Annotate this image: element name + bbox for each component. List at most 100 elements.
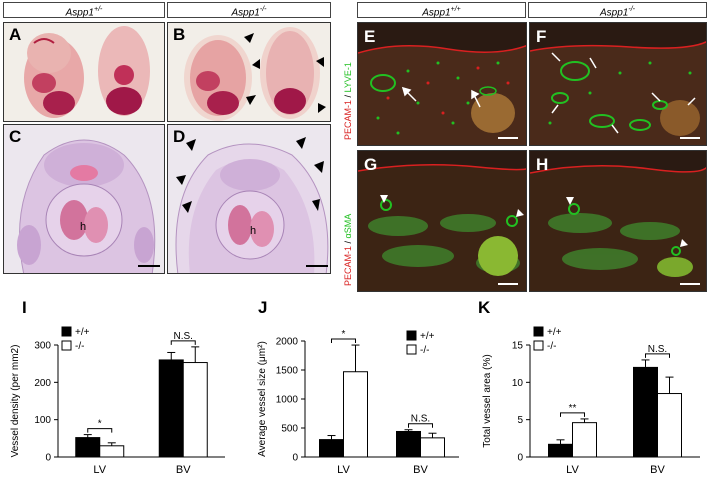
significance-label: **: [569, 403, 577, 414]
asma-wt-illustration: [358, 164, 526, 291]
panel-label-i: I: [22, 298, 27, 317]
header-genotype: -/-: [259, 6, 267, 13]
y-axis-label: Average vessel size (μm²): [257, 341, 268, 457]
header-aspp1-het: Aspp1+/-: [3, 2, 165, 18]
panel-label-k: K: [478, 298, 491, 317]
panel-e-fluorescence: E: [357, 22, 527, 146]
header-gene: Aspp1: [422, 7, 451, 19]
significance-bracket: [645, 353, 670, 358]
panel-label-e: E: [364, 27, 376, 46]
significance-label: N.S.: [648, 344, 667, 355]
panel-b-embryo-photo: B: [167, 22, 331, 122]
lyve1-wt-illustration: [358, 44, 526, 145]
legend-label: -/-: [547, 341, 556, 352]
panel-label-g: G: [364, 155, 378, 174]
stain-red: PECAM-1: [343, 245, 353, 286]
header-genotype: +/-: [93, 6, 103, 13]
chart-vessel-area: 0 5 10 15 Total vessel area (%) LV BV ** N.S. +/+…: [482, 326, 700, 476]
y-tick-label: 500: [281, 424, 298, 435]
legend-swatch: [406, 330, 417, 341]
y-axis-label: Total vessel area (%): [482, 354, 493, 447]
asma-ko-illustration: [530, 165, 706, 291]
bar-+/+-LV: [548, 443, 573, 458]
significance-bracket: [560, 412, 585, 417]
legend-swatch: [533, 340, 544, 351]
header-gene: Aspp1: [600, 7, 629, 19]
stain-green: αSMA: [343, 213, 353, 239]
panel-c-histology: C h: [3, 124, 165, 274]
chart-vessel-density: 0 100 200 300 Vessel density (per mm2) LV BV * N…: [10, 326, 225, 476]
legend-label: -/-: [75, 341, 84, 352]
bar-+/+-BV: [633, 366, 658, 458]
panel-label-b: B: [173, 25, 186, 44]
stain-green: LYVE-1: [343, 62, 353, 93]
x-tick-label: LV: [566, 464, 579, 476]
stain-label-asma: PECAM-1 / αSMA: [343, 160, 353, 286]
bar--/--BV: [182, 362, 208, 458]
bar--/--LV: [343, 371, 368, 458]
stain-sep: /: [343, 92, 353, 100]
panel-g-fluorescence: G: [357, 150, 527, 292]
stain-red: PECAM-1: [343, 99, 353, 140]
legend-label: +/+: [547, 327, 562, 338]
y-tick-label: 300: [34, 341, 51, 352]
embryo-ko-illustration: [184, 27, 326, 121]
legend-swatch: [533, 326, 544, 337]
significance-label: N.S.: [411, 414, 430, 425]
significance-bracket: [331, 338, 356, 344]
bar-+/+-LV: [75, 437, 101, 458]
heart-label-c: h: [80, 221, 87, 233]
bar-+/+-BV: [396, 430, 421, 458]
significance-bracket: [87, 428, 113, 433]
panel-label-j: J: [258, 298, 268, 317]
edema-arrowheads-b: [244, 33, 326, 113]
edema-arrowheads-d: [176, 137, 324, 213]
legend-label: +/+: [420, 331, 435, 342]
header-genotype: -/-: [628, 6, 635, 13]
x-tick-label: LV: [337, 464, 350, 476]
y-tick-label: 15: [512, 341, 524, 352]
y-tick-label: 1500: [276, 366, 299, 377]
panel-label-f: F: [536, 27, 547, 46]
panel-d-histology: D h: [167, 124, 331, 274]
bar-+/+-BV: [158, 359, 184, 458]
y-tick-label: 2000: [276, 337, 299, 348]
panel-label-d: D: [173, 127, 186, 146]
bar--/--BV: [657, 393, 682, 458]
y-tick-label: 0: [517, 453, 523, 464]
x-tick-label: BV: [176, 464, 191, 476]
x-tick-label: BV: [650, 464, 665, 476]
y-tick-label: 0: [45, 453, 51, 464]
significance-label: *: [98, 419, 102, 430]
header-gene: Aspp1: [231, 7, 260, 19]
heart-label-d: h: [250, 225, 257, 237]
header-aspp1-wt: Aspp1+/+: [357, 2, 526, 18]
panel-h-fluorescence: H: [529, 150, 707, 292]
legend-label: -/-: [420, 345, 429, 356]
bar--/--BV: [420, 437, 445, 458]
stain-sep: /: [343, 238, 353, 246]
lyve1-ko-illustration: [530, 41, 706, 145]
y-tick-label: 0: [292, 453, 298, 464]
stain-label-lyve1: PECAM-1 / LYVE-1: [343, 28, 353, 140]
x-tick-label: LV: [93, 464, 106, 476]
panel-label-h: H: [536, 155, 549, 174]
panel-f-fluorescence: F: [529, 22, 707, 146]
significance-label: *: [342, 329, 346, 340]
significance-bracket: [408, 423, 433, 428]
legend-swatch: [406, 344, 417, 355]
panel-label-a: A: [9, 25, 22, 44]
histology-het-illustration: [17, 139, 160, 273]
y-tick-label: 1000: [276, 395, 299, 406]
legend-label: +/+: [75, 327, 90, 338]
y-tick-label: 100: [34, 415, 51, 426]
chart-vessel-size: 0 500 1000 1500 2000 Average vessel size (μm²…: [257, 329, 459, 476]
bar--/--LV: [99, 445, 125, 458]
y-tick-label: 5: [517, 415, 523, 426]
panel-a-embryo-photo: A: [3, 22, 165, 122]
legend-swatch: [61, 340, 72, 351]
significance-label: N.S.: [174, 331, 193, 342]
significance-bracket: [170, 340, 196, 345]
y-tick-label: 200: [34, 378, 51, 389]
bar--/--LV: [572, 422, 597, 458]
